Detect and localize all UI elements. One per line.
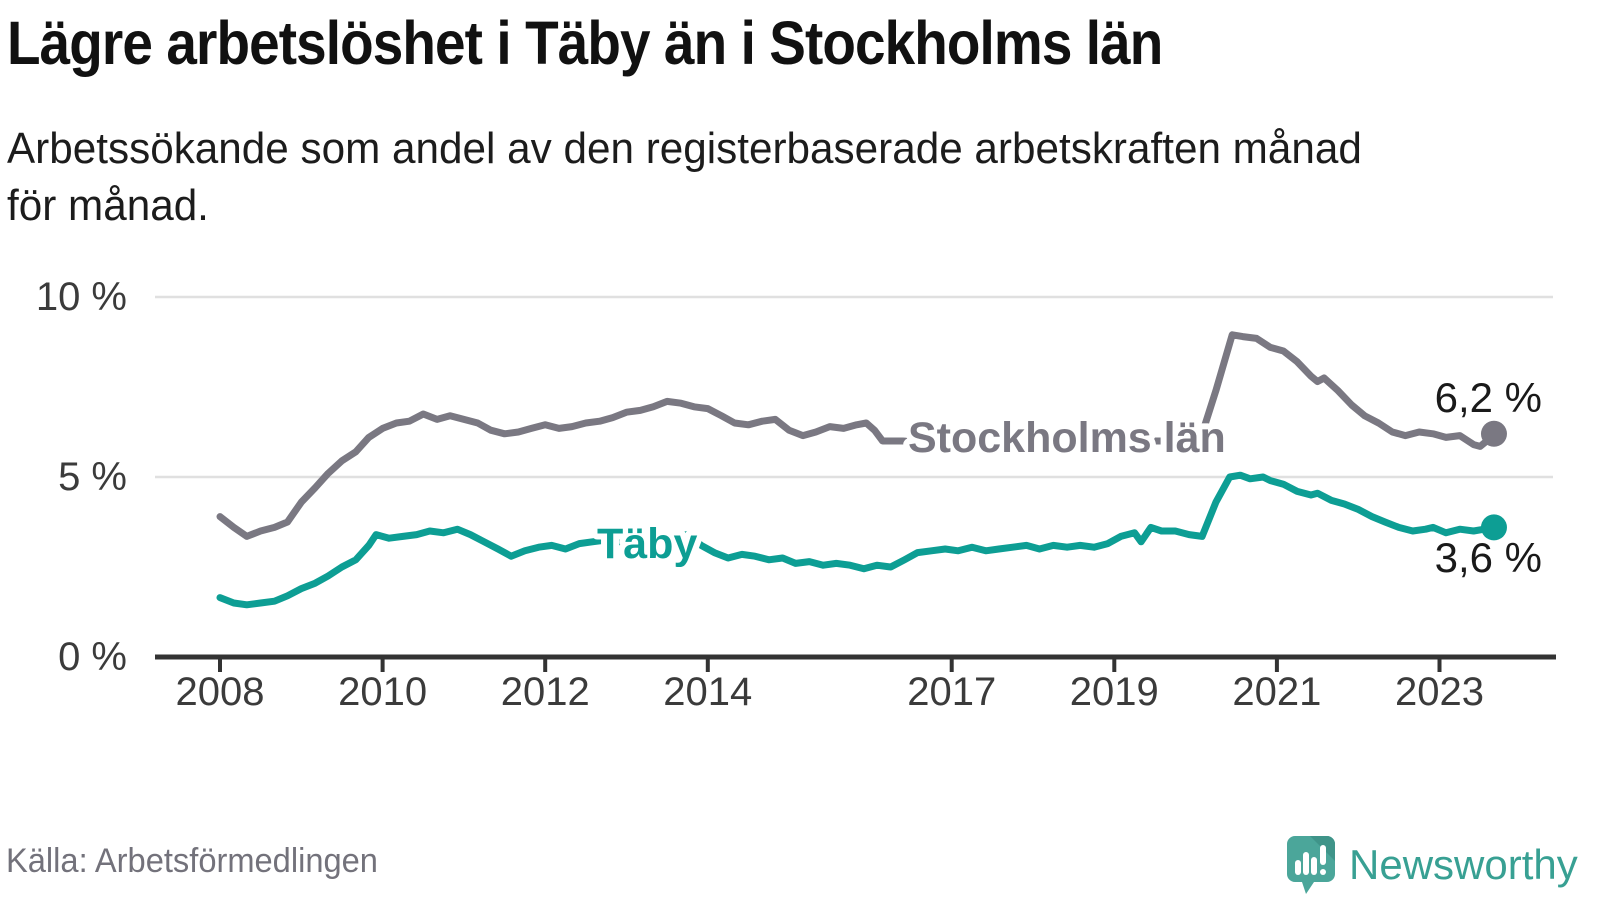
- chart-title: Lägre arbetslöshet i Täby än i Stockholm…: [7, 9, 1163, 77]
- x-tick-label-2014: 2014: [663, 670, 752, 714]
- series-label-halo-taby: Täby: [597, 520, 697, 568]
- source-note: Källa: Arbetsförmedlingen: [6, 842, 378, 880]
- x-tick-label-2021: 2021: [1232, 670, 1321, 714]
- series-label-taby: Täby: [597, 520, 697, 568]
- logo-bar-tall: [1303, 852, 1309, 875]
- end-value-label-taby: 3,6 %: [1435, 534, 1542, 581]
- x-tick-label-2019: 2019: [1070, 670, 1159, 714]
- y-tick-label-5: 5 %: [58, 455, 127, 499]
- series-end-dot-stockholm: [1480, 420, 1507, 447]
- newsworthy-logo: Newsworthy: [1286, 834, 1578, 896]
- logo-exclamation-dot: [1320, 869, 1326, 875]
- series-end-dot-taby: [1480, 514, 1507, 541]
- series-line-taby: [216, 471, 1498, 609]
- y-tick-label-10: 10 %: [36, 275, 127, 319]
- newsworthy-logo-text: Newsworthy: [1349, 841, 1578, 888]
- series-line-stockholm: [216, 331, 1498, 540]
- x-tick-label-2023: 2023: [1395, 670, 1484, 714]
- logo-bar-short: [1295, 860, 1301, 875]
- x-tick-label-2012: 2012: [501, 670, 590, 714]
- logo-bar-mid: [1311, 857, 1317, 875]
- x-tick-label-2010: 2010: [338, 670, 427, 714]
- x-tick-label-2017: 2017: [907, 670, 996, 714]
- logo-exclamation-bar: [1320, 845, 1326, 865]
- chart-subtitle: Arbetssökande som andel av den registerb…: [7, 124, 1362, 231]
- series-label-halo-stockholm: Stockholms län: [908, 414, 1226, 462]
- x-tick-label-2008: 2008: [176, 670, 265, 714]
- end-value-label-stockholm: 6,2 %: [1435, 374, 1542, 421]
- newsworthy-logo-icon: [1287, 836, 1335, 894]
- y-tick-label-0: 0 %: [58, 635, 127, 679]
- series-label-stockholm: Stockholms län: [908, 414, 1226, 462]
